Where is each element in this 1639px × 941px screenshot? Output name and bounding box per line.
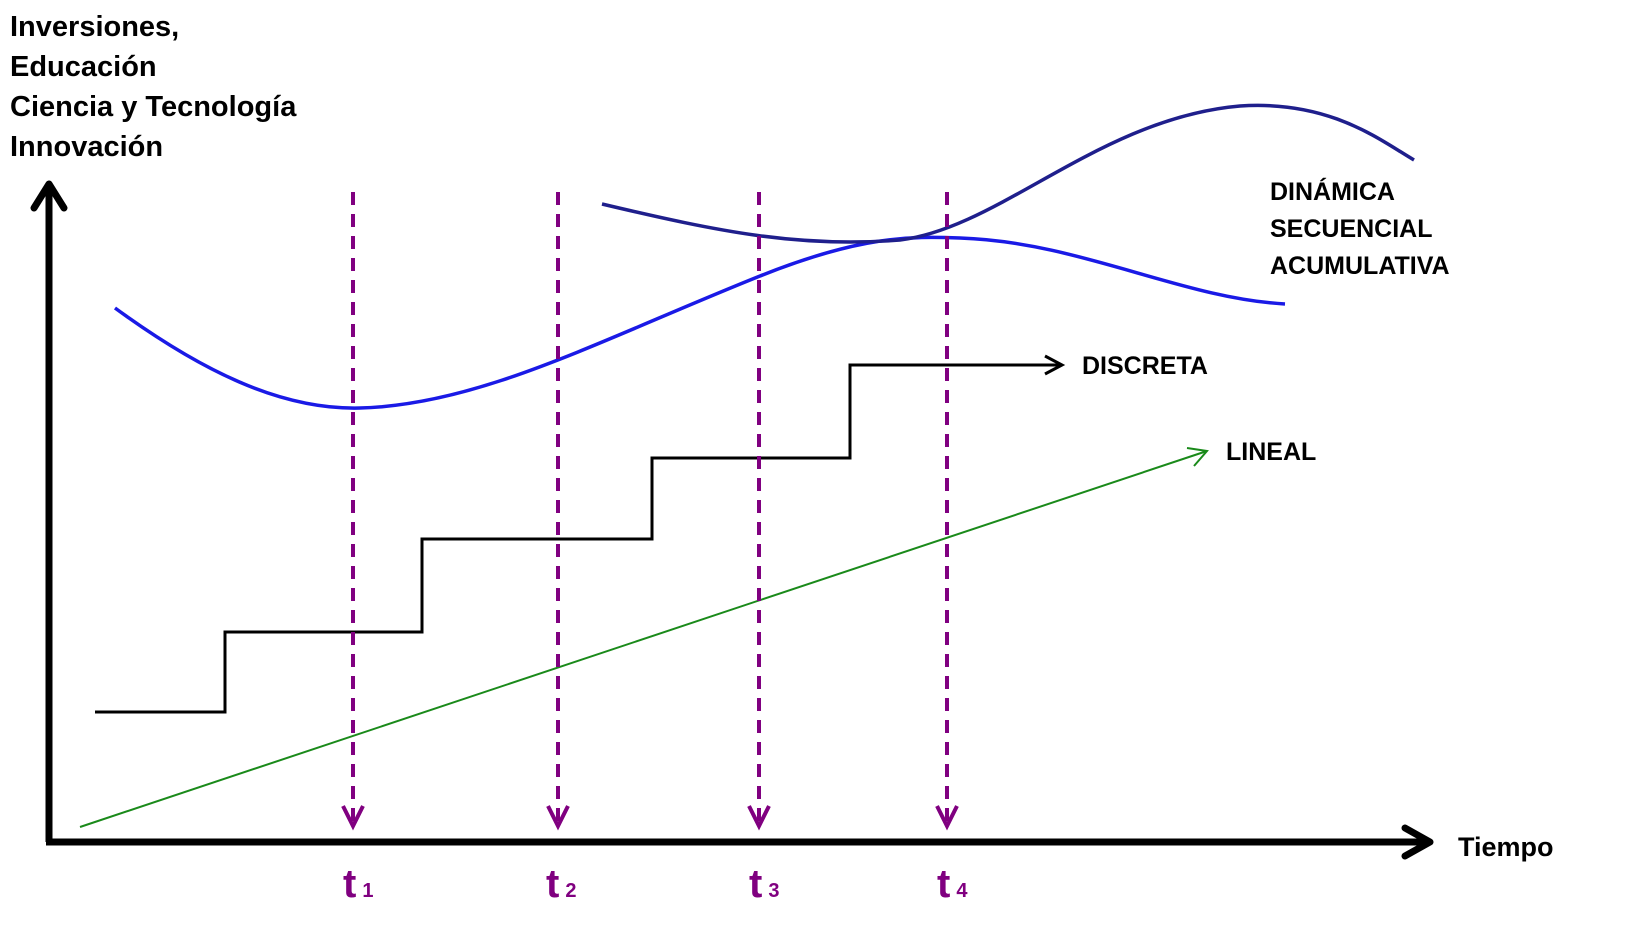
y-axis-arrowhead bbox=[30, 180, 68, 212]
x-axis-arrowhead bbox=[1401, 824, 1434, 860]
time-marker-4-arrowhead bbox=[935, 805, 959, 831]
time-marker-4-sub: 4 bbox=[956, 880, 968, 902]
dinamica-label-line-3: ACUMULATIVA bbox=[1270, 252, 1450, 280]
y-axis-label-line-1: Inversiones, bbox=[10, 11, 179, 43]
y-axis-label-line-4: Innovación bbox=[10, 131, 163, 163]
time-marker-1-arrowhead bbox=[341, 805, 365, 831]
time-marker-3-arrowhead bbox=[747, 805, 771, 831]
time-marker-1-sub: 1 bbox=[362, 880, 373, 902]
y-axis-label: Inversiones, Educación Ciencia y Tecnolo… bbox=[10, 11, 297, 163]
dinamica-label-line-1: DINÁMICA bbox=[1270, 177, 1395, 206]
time-marker-3-sub: 3 bbox=[768, 880, 779, 902]
y-axis-label-line-2: Educación bbox=[10, 51, 157, 83]
time-marker-2-sub: 2 bbox=[565, 880, 576, 902]
lineal-arrowhead bbox=[1186, 447, 1209, 467]
time-marker-2-letter: t bbox=[546, 862, 559, 906]
discreta-arrowhead bbox=[1044, 354, 1066, 376]
x-axis-label: Tiempo bbox=[1458, 832, 1554, 862]
time-marker-3-letter: t bbox=[749, 862, 762, 906]
dinamica-label-line-2: SECUENCIAL bbox=[1270, 215, 1433, 243]
lineal-line bbox=[79, 450, 1208, 828]
time-marker-1-letter: t bbox=[343, 862, 356, 906]
lineal-label: LINEAL bbox=[1226, 438, 1316, 466]
dinamica-curve-upper bbox=[601, 103, 1415, 244]
discreta-staircase bbox=[95, 363, 1060, 714]
dinamica-curve-lower bbox=[113, 235, 1286, 410]
time-marker-2-arrowhead bbox=[546, 805, 570, 831]
y-axis-label-line-3: Ciencia y Tecnología bbox=[10, 91, 297, 123]
time-marker-4-letter: t bbox=[937, 862, 950, 906]
discreta-label: DISCRETA bbox=[1082, 352, 1208, 380]
